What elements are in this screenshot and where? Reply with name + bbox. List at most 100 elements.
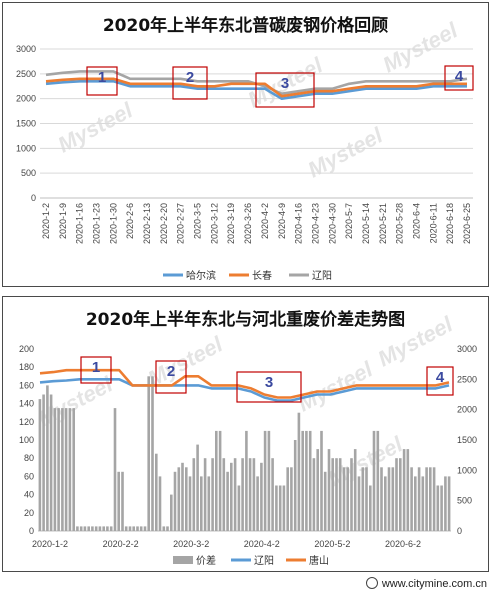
spread-bar [38, 399, 42, 531]
spread-bar [72, 408, 75, 531]
spread-bar [301, 430, 304, 531]
y-tick-label: 2500 [16, 69, 36, 79]
legend-label: 辽阳 [254, 555, 274, 567]
y-tick-label: 120 [19, 417, 34, 427]
highlight-label: 3 [265, 374, 273, 391]
spread-bar [429, 467, 432, 531]
x-tick-label: 2020-5-2 [314, 539, 350, 549]
highlight-label: 4 [436, 369, 445, 386]
x-tick-label: 2020-6-4 [411, 203, 421, 239]
x-tick-label: 2020-2-2 [103, 539, 139, 549]
x-tick-label: 2020-5-7 [344, 203, 354, 239]
spread-bar [83, 526, 87, 531]
chart-title: 2020年上半年东北与河北重废价差走势图 [85, 310, 406, 330]
spread-bar [395, 458, 398, 531]
x-tick-label: 2020-5-14 [361, 203, 371, 244]
spread-bar [308, 430, 312, 531]
y-tick-label: 180 [19, 362, 34, 372]
spread-bar [297, 412, 301, 531]
spread-bar [376, 430, 380, 531]
spread-bar [410, 467, 413, 531]
spread-bar [323, 471, 327, 531]
series-line-2 [39, 368, 450, 399]
spread-bar [170, 494, 173, 531]
spread-bar [94, 526, 98, 531]
watermark-text: Mysteel [379, 17, 463, 77]
spread-bar [316, 449, 319, 531]
spread-bar [218, 430, 222, 531]
y-tick-label: 60 [24, 471, 34, 481]
spread-bar [46, 385, 49, 531]
x-tick-label: 2020-1-30 [108, 203, 118, 244]
y-tick-label: 3000 [16, 44, 36, 54]
spread-bar [57, 408, 60, 531]
spread-bar [76, 526, 79, 531]
spread-bar [139, 526, 143, 531]
spread-bar [369, 485, 372, 531]
spread-bar [399, 458, 402, 531]
x-tick-label: 2020-4-2 [244, 539, 280, 549]
series-line-1 [39, 378, 450, 402]
y-tick-label: 0 [31, 193, 36, 203]
spread-bar [91, 526, 94, 531]
spread-bar [128, 526, 132, 531]
x-tick-label: 2020-2-6 [125, 203, 135, 239]
x-tick-label: 2020-4-9 [277, 203, 287, 239]
spread-bar [335, 458, 338, 531]
x-tick-label: 2020-6-25 [462, 203, 472, 244]
spread-bar [203, 458, 207, 531]
highlight-box [236, 371, 302, 403]
spread-bar [365, 467, 368, 531]
x-tick-label: 2020-4-23 [310, 203, 320, 244]
spread-bar [230, 462, 233, 532]
highlight-label: 2 [167, 363, 175, 380]
spread-bar [109, 526, 113, 531]
spread-bar [267, 430, 271, 531]
spread-bar [188, 476, 192, 531]
legend-label: 长春 [252, 270, 272, 282]
spread-bar [432, 467, 436, 531]
spread-bar [42, 394, 45, 531]
spread-bar [211, 458, 214, 531]
y2-tick-label: 3000 [457, 344, 477, 354]
spread-bar [282, 485, 286, 531]
y2-tick-label: 500 [457, 496, 472, 506]
spread-bar [121, 471, 124, 531]
spread-bar [440, 485, 443, 531]
spread-bar [136, 526, 139, 531]
x-tick-label: 2020-2-13 [142, 203, 152, 244]
x-tick-label: 2020-2-27 [176, 203, 186, 244]
highlight-label: 1 [92, 359, 100, 376]
highlight-box [444, 65, 474, 91]
x-tick-label: 2020-5-21 [378, 203, 388, 244]
spread-bar [102, 526, 105, 531]
x-tick-label: 2020-3-12 [209, 203, 219, 244]
spread-bar [162, 526, 166, 531]
spread-bar [158, 476, 162, 531]
price-chart-svg: MysteelMysteelMysteelMysteel050010001500… [16, 17, 474, 282]
spread-bar [124, 526, 128, 531]
spread-bar [290, 467, 293, 531]
x-tick-label: 2020-1-16 [75, 203, 85, 244]
spread-bar [331, 458, 334, 531]
spread-bar [79, 526, 83, 531]
spread-bar [278, 485, 282, 531]
spread-bar [207, 476, 211, 531]
spread-bar [425, 467, 428, 531]
spread-bar [402, 449, 406, 531]
spread-bar [177, 467, 181, 531]
x-tick-label: 2020-3-19 [226, 203, 236, 244]
legend-label: 唐山 [309, 554, 329, 567]
y-tick-label: 2000 [16, 94, 36, 104]
spread-bar [447, 476, 451, 531]
spread-bar [113, 408, 117, 531]
spread-bar [237, 485, 241, 531]
x-tick-label: 2020-5-28 [395, 203, 405, 244]
spread-bar [147, 376, 150, 531]
spread-bar [384, 476, 387, 531]
y2-tick-label: 2500 [457, 374, 477, 384]
legend-label: 哈尔滨 [186, 269, 216, 282]
spread-bar [166, 526, 169, 531]
x-tick-label: 2020-6-11 [428, 203, 438, 243]
